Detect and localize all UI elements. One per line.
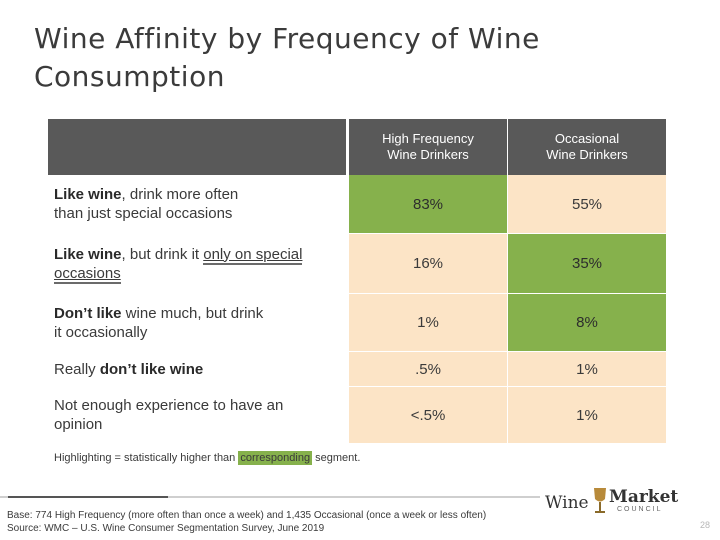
footer-divider [0, 496, 540, 498]
slide-title-line2: Consumption [34, 60, 225, 93]
row-label-bold: Don’t like [54, 304, 122, 322]
value-cell: 83% [348, 175, 507, 234]
row-label: Like wine, drink more often than just spe… [48, 175, 348, 234]
value-cell: 1% [507, 352, 666, 387]
value-cell: 55% [507, 175, 666, 234]
footer-base-text: Base: 774 High Frequency (more often tha… [7, 510, 487, 521]
logo-word-wine: Wine [545, 493, 589, 513]
header-high-frequency-line2: Wine Drinkers [387, 147, 469, 162]
affinity-table: High Frequency Wine Drinkers Occasional … [48, 119, 666, 444]
row-label-text: it occasionally [54, 323, 148, 341]
row-label-text: , drink more often [121, 186, 239, 203]
highlight-note-swatch: corresponding [238, 451, 313, 465]
row-label-text: Not enough experience to have an [54, 397, 284, 414]
value-cell: 35% [507, 234, 666, 294]
row-label-bold: Like wine [54, 186, 122, 203]
value-cell: 1% [348, 294, 507, 352]
page-number: 28 [700, 520, 711, 530]
row-label-text: Really [54, 360, 100, 378]
row-label-text: wine much, but drink [121, 304, 264, 322]
row-label-text: , but drink it [121, 245, 204, 263]
row-label-bold: Like wine [54, 245, 122, 263]
value-cell: 1% [507, 387, 666, 444]
slide-title-line1: Wine Affinity by Frequency of Wine [34, 22, 540, 55]
row-label: Really don’t like wine [48, 352, 348, 387]
value-cell: 16% [348, 234, 507, 294]
table-row: Really don’t like wine .5% 1% [48, 352, 666, 387]
row-label-text: opinion [54, 416, 103, 433]
header-occasional-line1: Occasional [554, 131, 620, 146]
header-high-frequency-line1: High Frequency [382, 131, 474, 146]
footer-source-text: Source: WMC – U.S. Wine Consumer Segment… [7, 523, 325, 534]
header-occasional-line2: Wine Drinkers [546, 147, 628, 162]
table-row: Like wine, drink more often than just spe… [48, 175, 666, 234]
table-row: Like wine, but drink it only on special … [48, 234, 666, 294]
table-row: Don’t like wine much, but drink it occasi… [48, 294, 666, 352]
highlight-note-text: segment. [312, 452, 361, 464]
row-label: Like wine, but drink it only on special … [48, 234, 348, 294]
header-occasional: Occasional Wine Drinkers [507, 119, 666, 175]
row-label: Not enough experience to have an opinion [48, 387, 348, 444]
value-cell: <.5% [348, 387, 507, 444]
value-cell: 8% [507, 294, 666, 352]
wine-glass-icon [594, 488, 606, 513]
row-label: Don’t like wine much, but drink it occasi… [48, 294, 348, 352]
header-blank-cell [48, 119, 348, 175]
footer-divider-accent [8, 496, 168, 498]
row-label-bold: don’t like wine [99, 360, 204, 378]
slide-title: Wine Affinity by Frequency of Wine Consu… [34, 20, 634, 96]
highlight-note: Highlighting = statistically higher than… [54, 451, 361, 465]
logo-word-market: Market [609, 487, 679, 507]
highlight-note-text: Highlighting = statistically higher than [54, 452, 239, 464]
logo-word-council: COUNCIL [617, 506, 663, 513]
table-row: Not enough experience to have an opinion … [48, 387, 666, 444]
row-label-text: than just special occasions [54, 205, 233, 222]
header-high-frequency: High Frequency Wine Drinkers [348, 119, 507, 175]
row-label-underlined: only on special occasions [54, 245, 303, 284]
wine-market-council-logo: Wine Market COUNCIL [545, 487, 679, 517]
footer-source: Base: 774 High Frequency (more often tha… [7, 509, 547, 535]
table-header-row: High Frequency Wine Drinkers Occasional … [48, 119, 666, 175]
value-cell: .5% [348, 352, 507, 387]
